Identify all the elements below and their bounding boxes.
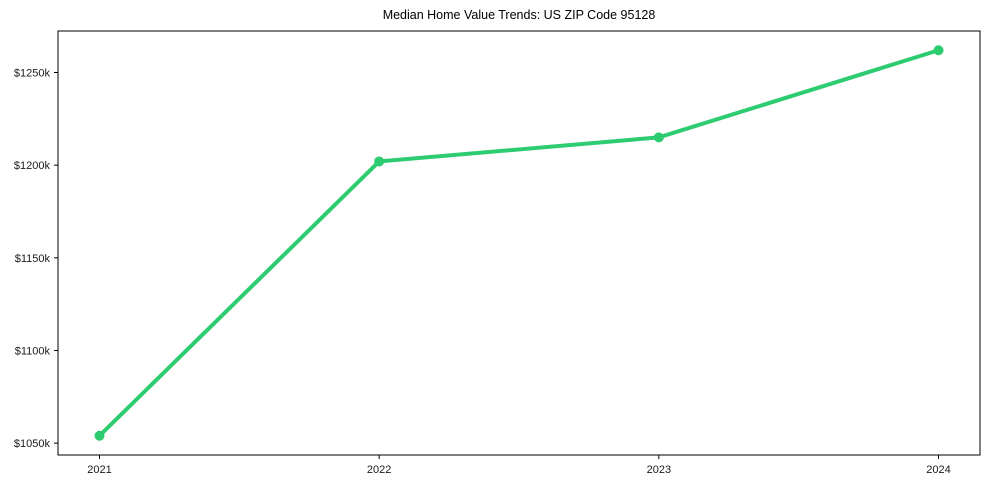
y-tick-label: $1200k xyxy=(14,160,51,172)
chart-title: Median Home Value Trends: US ZIP Code 95… xyxy=(382,8,656,22)
data-point-marker xyxy=(933,45,944,56)
x-tick-label: 2024 xyxy=(926,464,950,476)
data-point-marker xyxy=(374,156,385,167)
y-tick-label: $1250k xyxy=(14,68,51,80)
data-point-marker xyxy=(94,430,105,441)
x-tick-label: 2022 xyxy=(367,464,391,476)
trend-line xyxy=(97,48,941,438)
y-tick-label: $1100k xyxy=(15,345,51,357)
x-tick-label: 2023 xyxy=(647,464,671,476)
y-tick-label: $1050k xyxy=(14,438,51,450)
y-tick-label: $1150k xyxy=(15,253,51,265)
plot-border xyxy=(57,30,981,456)
data-point-marker xyxy=(653,132,664,143)
x-tick-label: 2021 xyxy=(87,464,111,476)
